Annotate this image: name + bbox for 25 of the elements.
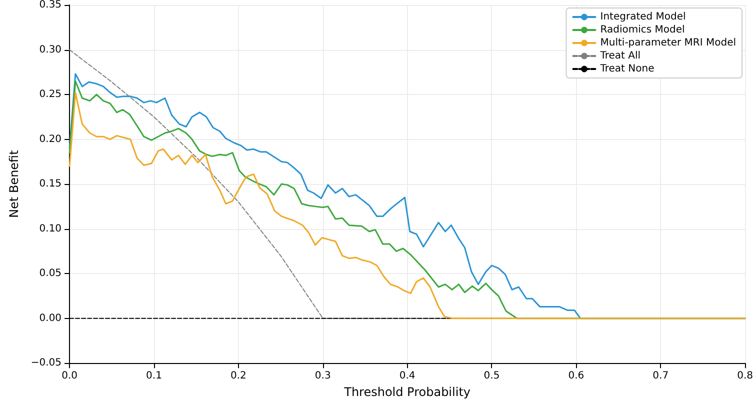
x-tick-label: 0.0 xyxy=(62,370,78,382)
y-tick-label: −0.05 xyxy=(30,358,62,369)
y-tick-label: 0.25 xyxy=(39,89,62,100)
y-axis-title: Net Benefit xyxy=(7,150,21,218)
x-tick-label: 0.3 xyxy=(314,370,331,382)
y-tick-label: 0.00 xyxy=(39,312,62,324)
y-tick-label: 0.15 xyxy=(39,178,62,190)
y-tick-label: 0.20 xyxy=(39,134,62,145)
legend-label: Treat All xyxy=(599,50,641,62)
x-tick-label: 0.4 xyxy=(399,370,416,382)
x-tick-label: 0.8 xyxy=(737,370,753,382)
legend-label: Multi-parameter MRI Model xyxy=(600,38,736,48)
y-tick-label: 0.35 xyxy=(39,0,62,10)
x-axis-title: Threshold Probability xyxy=(343,385,470,399)
y-tick-label: 0.30 xyxy=(39,44,62,56)
legend-label: Treat None xyxy=(599,64,654,74)
x-tick-label: 0.5 xyxy=(484,370,500,382)
x-tick-label: 0.2 xyxy=(230,370,246,382)
x-tick-label: 0.1 xyxy=(146,370,162,382)
x-tick-label: 0.7 xyxy=(652,370,669,382)
x-tick-label: 0.6 xyxy=(568,370,584,382)
y-tick-label: 0.10 xyxy=(39,223,62,234)
legend-label: Radiomics Model xyxy=(600,24,685,36)
y-tick-label: 0.05 xyxy=(39,268,62,280)
legend-label: Integrated Model xyxy=(600,12,686,22)
